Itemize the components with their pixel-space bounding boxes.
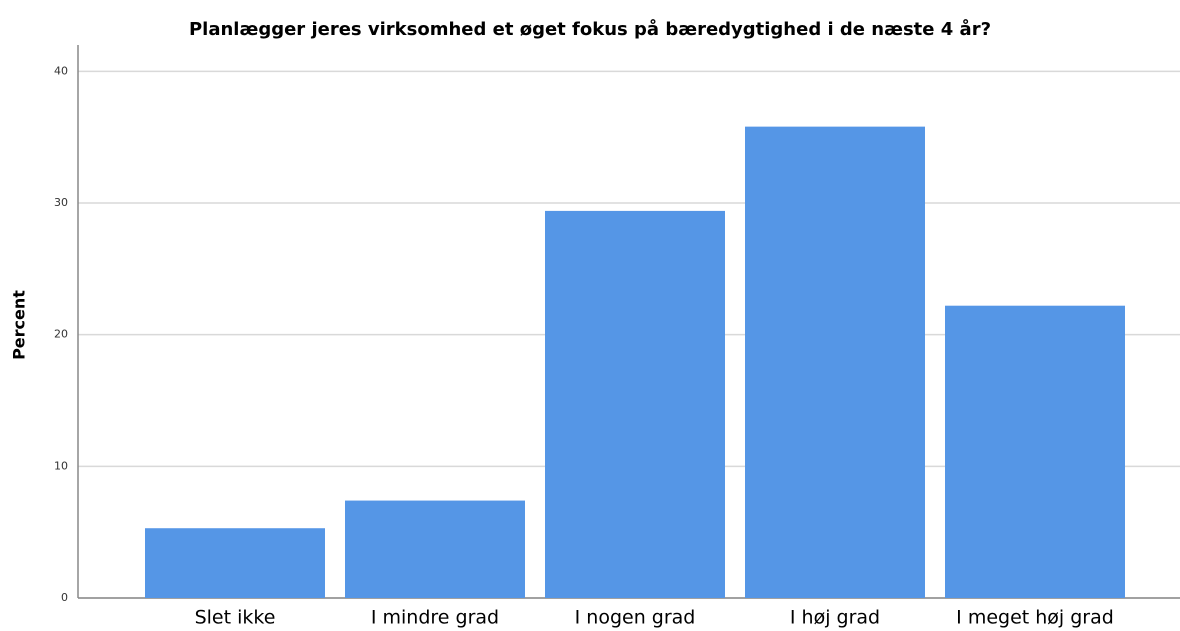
x-tick-label: I nogen grad: [575, 607, 696, 629]
y-tick-label: 0: [61, 591, 68, 604]
bar: [345, 500, 525, 598]
y-tick-label: 10: [54, 459, 68, 472]
y-axis-label: Percent: [10, 290, 29, 360]
bar: [545, 210, 725, 598]
bar: [145, 528, 325, 598]
x-tick-label: Slet ikke: [195, 607, 276, 629]
y-tick-label: 30: [54, 196, 68, 209]
chart-title: Planlægger jeres virksomhed et øget foku…: [189, 18, 991, 40]
x-tick-label: I høj grad: [790, 607, 880, 629]
y-tick-label: 20: [54, 328, 68, 341]
x-tick-label: I mindre grad: [371, 607, 499, 629]
bar: [945, 305, 1125, 598]
x-tick-label: I meget høj grad: [956, 607, 1114, 629]
y-tick-label: 40: [54, 64, 68, 77]
bar: [745, 126, 925, 598]
